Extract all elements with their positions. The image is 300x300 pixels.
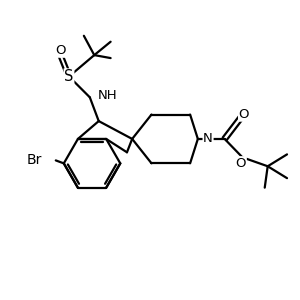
Text: O: O (239, 108, 249, 121)
Text: S: S (64, 69, 74, 84)
Text: Br: Br (26, 153, 41, 167)
Text: NH: NH (98, 89, 118, 102)
Text: O: O (236, 157, 246, 170)
Text: O: O (55, 44, 65, 57)
Text: N: N (203, 132, 213, 146)
